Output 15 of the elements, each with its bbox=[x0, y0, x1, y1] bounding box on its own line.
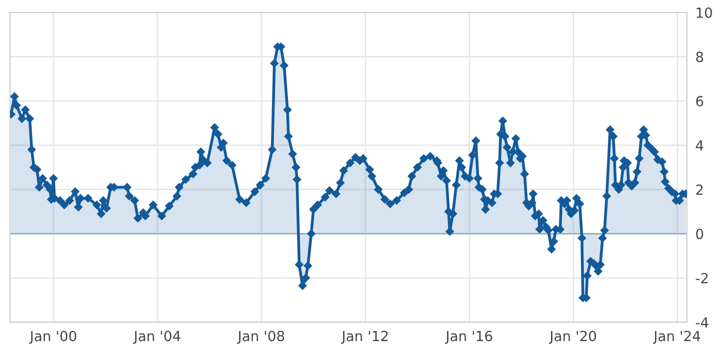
y-tick-label: 6 bbox=[696, 96, 704, 106]
x-tick-label: Jan '20 bbox=[548, 330, 596, 344]
y-tick-label: 4 bbox=[696, 140, 704, 150]
y-tick-label: 0 bbox=[696, 228, 704, 240]
y-tick-label: 10 bbox=[696, 7, 712, 18]
y-tick-label: -2 bbox=[696, 272, 708, 284]
x-tick-label: Jan '16 bbox=[444, 330, 492, 344]
x-tick-label: Jan '08 bbox=[237, 330, 284, 344]
x-tick-label: Jan '04 bbox=[133, 330, 180, 344]
x-tick-label: Jan '12 bbox=[341, 330, 388, 344]
x-tick-label: Jan '00 bbox=[29, 330, 76, 344]
y-tick-label: 2 bbox=[696, 184, 703, 195]
y-tick-label: 8 bbox=[696, 52, 704, 62]
x-tick-label: Jan '24 bbox=[652, 330, 700, 344]
y-tick-label: -4 bbox=[696, 317, 708, 328]
